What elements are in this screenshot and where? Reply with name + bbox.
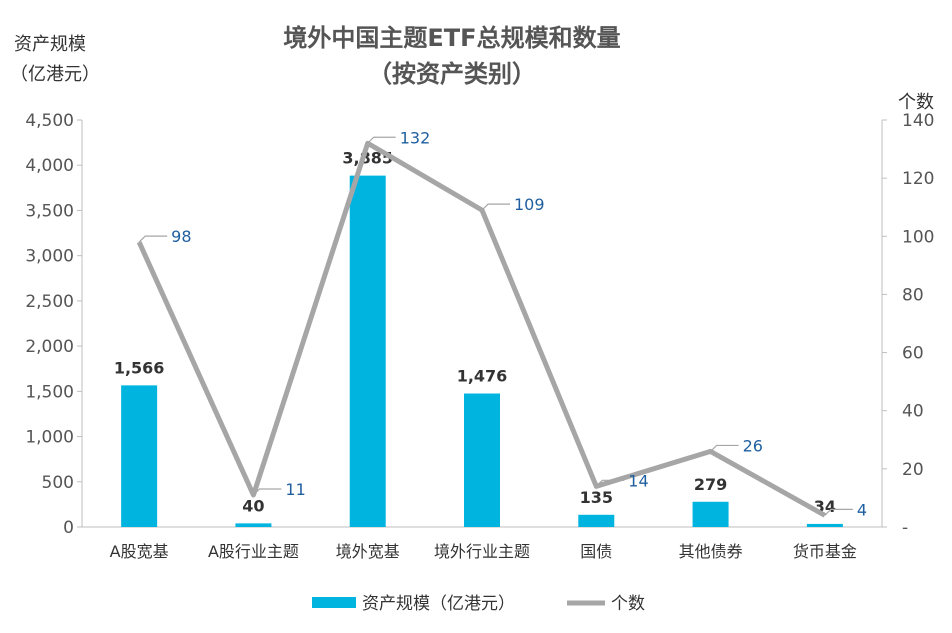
line-series: 98 11 132 109 14 26 4 (136, 128, 867, 519)
line-label-leader (253, 488, 282, 496)
line-value-label: 11 (285, 480, 305, 499)
line-label-leader (367, 136, 396, 144)
right-axis-tick-label: 100 (902, 227, 934, 247)
left-axis-tick-label: 1,000 (25, 428, 74, 448)
right-axis-ticks: - 20 40 60 80 100 120 140 (882, 111, 934, 538)
line-label-leader (595, 479, 625, 487)
bar-value-label: 1,476 (457, 367, 508, 386)
right-axis-tick-label: 20 (902, 460, 924, 480)
category-labels: A股宽基 A股行业主题 境外宽基 境外行业主题 国债 其他债券 货币基金 (110, 542, 857, 561)
bar (349, 175, 386, 527)
left-axis-tick-label: 0 (63, 518, 74, 538)
category-label: A股宽基 (110, 542, 169, 561)
line-label-leader (481, 203, 510, 211)
category-label: A股行业主题 (208, 542, 299, 561)
bar (121, 385, 158, 527)
right-axis-tick-label: 80 (902, 285, 924, 305)
left-axis-tick-label: 3,000 (25, 247, 74, 267)
line-value-label: 26 (743, 436, 763, 455)
left-axis-tick-label: 500 (42, 473, 74, 493)
line-label-leader (824, 508, 853, 516)
left-axis-tick-label: 4,500 (25, 111, 74, 131)
bar (806, 523, 843, 527)
left-axis-tick-label: 1,500 (25, 382, 74, 402)
right-axis-tick-label: - (902, 518, 908, 538)
left-axis-tick-label: 3,500 (25, 201, 74, 221)
bar-value-label: 1,566 (114, 358, 165, 377)
bar (692, 501, 729, 527)
left-axis-tick-label: 2,000 (25, 337, 74, 357)
right-axis-tick-label: 40 (902, 402, 924, 422)
line-label-leader (138, 235, 168, 243)
category-label: 其他债券 (679, 542, 743, 561)
line-value-label: 109 (514, 195, 545, 214)
category-label: 境外宽基 (336, 542, 400, 561)
left-axis-title-line1: 资产规模 (14, 34, 86, 55)
right-axis-tick-label: 140 (902, 111, 934, 131)
bar-value-label: 135 (580, 488, 613, 507)
category-label: 境外行业主题 (434, 542, 530, 561)
left-axis-tick-label: 2,500 (25, 292, 74, 312)
right-axis-tick-label: 120 (902, 169, 934, 189)
bar (235, 523, 272, 527)
line-label-leader (710, 444, 739, 452)
line-value-label: 4 (857, 500, 867, 519)
bar-value-label: 279 (694, 475, 727, 494)
legend-label-line: 个数 (611, 594, 645, 614)
line-value-label: 14 (628, 471, 648, 490)
left-axis-tick-label: 4,000 (25, 156, 74, 176)
legend-swatch-bar (312, 597, 356, 608)
chart-title-line2: （按资产类别） (368, 60, 536, 88)
left-axis-ticks: 0 500 1,000 1,500 2,000 2,500 3,000 3,500 4,000 4… (25, 111, 82, 538)
line-value-label: 98 (171, 227, 191, 246)
right-axis-title: 个数 (898, 92, 934, 113)
bar (578, 514, 615, 527)
chart-title-line1: 境外中国主题ETF总规模和数量 (283, 24, 620, 52)
legend-label-bar: 资产规模（亿港元） (362, 594, 515, 614)
category-label: 国债 (580, 542, 612, 561)
category-label: 货币基金 (793, 542, 857, 561)
bar (464, 393, 500, 527)
right-axis-tick-label: 60 (902, 344, 924, 364)
bar-value-label: 40 (242, 496, 264, 515)
line-value-label: 132 (400, 128, 431, 147)
left-axis-title-line2: （亿港元） (10, 64, 100, 85)
